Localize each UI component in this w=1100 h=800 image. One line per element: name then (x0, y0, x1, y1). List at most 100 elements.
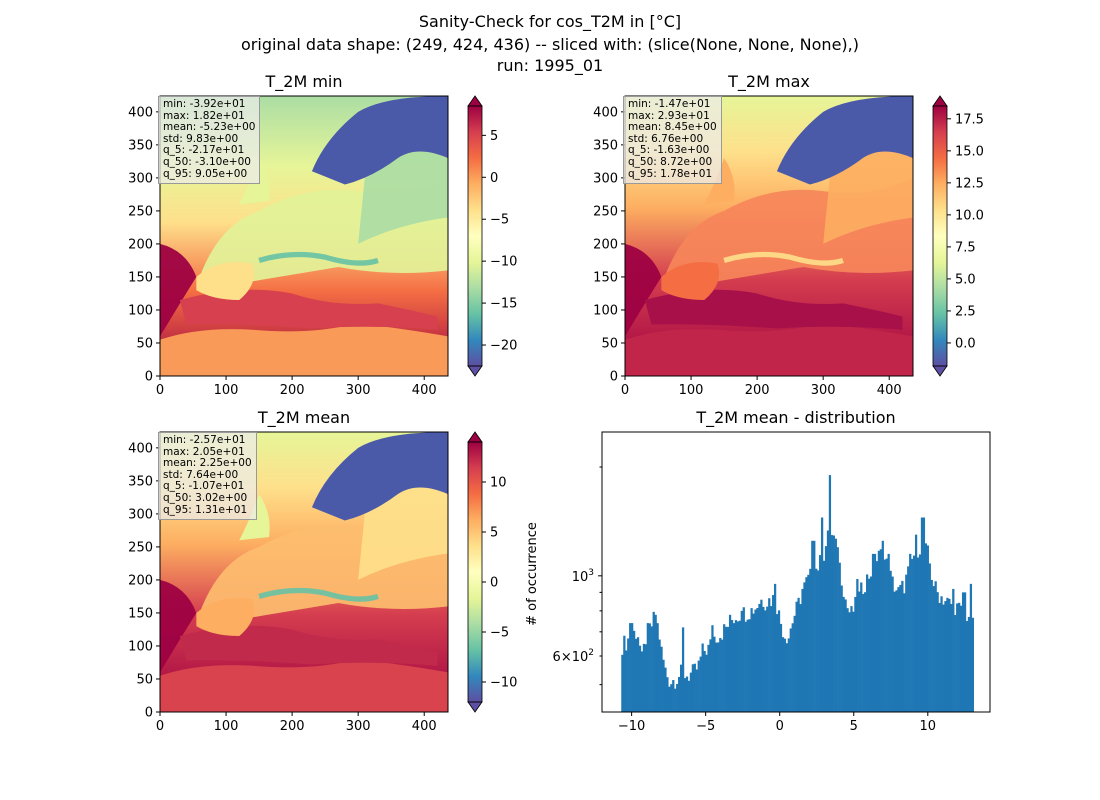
eastern-europe-region (358, 125, 448, 244)
histogram-bar (844, 599, 847, 712)
histogram-bar (785, 643, 788, 712)
mediterranean-region (179, 289, 438, 330)
histogram-bar (766, 606, 769, 712)
atlantic-region (160, 243, 197, 376)
histogram-bar (726, 626, 730, 712)
histogram-bar (679, 664, 683, 712)
stat-max: max: 1.82e+01 (163, 109, 245, 122)
stat-q5: q_5: -1.63e+00 (628, 144, 710, 157)
histogram-bar (777, 610, 781, 712)
histogram-bar (760, 599, 763, 712)
histogram-bar (642, 643, 646, 712)
histogram-bar (734, 620, 738, 712)
stat-q5: q_5: -1.07e+01 (163, 480, 245, 493)
atlantic-region (625, 243, 662, 376)
stat-min: min: -2.57e+01 (163, 434, 246, 446)
north-africa-region (160, 659, 448, 712)
histogram-bar (746, 619, 749, 712)
heatmap-image (160, 96, 448, 376)
histogram-bar (689, 672, 693, 712)
histogram-bar (887, 553, 890, 712)
histogram-bar (648, 623, 651, 712)
heatmap-panel-min: 0 100 200 300 400 0 50 100 150 200 250 300 350 400 (128, 95, 449, 398)
histogram-bar (728, 614, 732, 712)
scandinavia-region (311, 432, 448, 521)
histogram-bar (707, 644, 710, 712)
histogram-bar (914, 534, 918, 712)
stat-q95: q_95: 1.31e+01 (163, 503, 248, 516)
colorbar-gradient (468, 442, 482, 702)
histogram-bar (650, 626, 653, 712)
histogram-bar (721, 639, 724, 712)
y-tick-label: 0 (145, 706, 153, 721)
y-tick-label: 50 (136, 336, 153, 351)
histogram-bar (938, 602, 941, 712)
histogram-bar (854, 596, 857, 712)
histogram-bar (750, 608, 753, 712)
stat-q50: q_50: 3.02e+00 (163, 491, 248, 504)
y-tick-label: 400 (593, 105, 618, 120)
histogram-bar (967, 616, 971, 712)
histogram-bar (920, 517, 924, 712)
colorbar-frame (467, 105, 483, 367)
histogram-bar (754, 609, 757, 712)
iberia-region (661, 262, 720, 301)
histogram-bar (799, 604, 802, 712)
histogram-bar (631, 623, 634, 712)
histogram-bar (940, 596, 943, 712)
histogram-bar (717, 642, 720, 712)
atlantic-region (160, 579, 197, 712)
colorbar-gradient (933, 106, 947, 366)
x-tick-label: 300 (346, 719, 371, 734)
y-tick-label: 350 (593, 138, 618, 153)
colorbar-tick-label: 0.0 (955, 336, 976, 351)
histogram-bar (871, 553, 875, 712)
histogram-bar (797, 597, 800, 712)
colorbar-min: −20 −15 −10 −5 0 5 (467, 95, 517, 377)
y-tick-label: 200 (128, 573, 153, 588)
colorbar-extend-top (467, 95, 483, 107)
colorbar-frame (467, 441, 483, 703)
histogram-bar (783, 638, 787, 712)
histogram-bar (779, 623, 783, 712)
histogram-bar (811, 540, 814, 712)
x-tick-label: 100 (214, 719, 239, 734)
histogram-bar (709, 639, 712, 712)
panel-title-tmean: T_2M mean (257, 408, 351, 427)
histogram-bar (969, 583, 973, 712)
colorbar-tick-label: 10.0 (955, 208, 984, 223)
histogram-bar (850, 606, 853, 712)
histogram-bar (950, 603, 953, 712)
stats-box-tmax: min: -1.47e+01 max: 2.93e+01 mean: 8.45e… (623, 96, 722, 185)
histogram-bar (719, 637, 722, 712)
colorbar-max: 0.0 2.5 5.0 7.5 10.0 12.5 15.0 17.5 (932, 95, 984, 377)
axes-frame (601, 431, 991, 713)
histogram-bar (932, 586, 935, 712)
histogram-bar (670, 684, 673, 712)
histogram-bar (858, 591, 861, 712)
colorbar-tick-label: 0 (490, 171, 498, 186)
histogram-bar (961, 592, 965, 712)
histogram-bar (781, 637, 785, 712)
y-tick-label: 100 (128, 639, 153, 654)
histogram-bar (913, 555, 916, 712)
histogram-bar (687, 680, 691, 712)
histogram-bar (623, 635, 626, 712)
histogram-bar (846, 608, 849, 712)
suptitle-line-2: original data shape: (249, 424, 436) -- … (241, 35, 859, 54)
axes-frame (159, 95, 449, 377)
stat-q50: q_50: -3.10e+00 (163, 155, 251, 168)
histogram-bar (828, 475, 832, 712)
x-tick-label: 0 (156, 719, 164, 734)
y-tick-label: 50 (601, 336, 618, 351)
histogram-bar (952, 588, 955, 712)
histogram-bar (703, 650, 706, 712)
histogram-bar (848, 612, 851, 712)
colorbar-tick-label: −5 (490, 626, 509, 641)
histogram-bar (656, 623, 659, 712)
stat-max: max: 2.93e+01 (628, 109, 710, 122)
histogram-bar (813, 540, 816, 712)
colorbar-extend-bottom (932, 365, 948, 377)
stat-mean: mean: 8.45e+00 (628, 121, 717, 134)
histogram-bar (801, 588, 804, 712)
